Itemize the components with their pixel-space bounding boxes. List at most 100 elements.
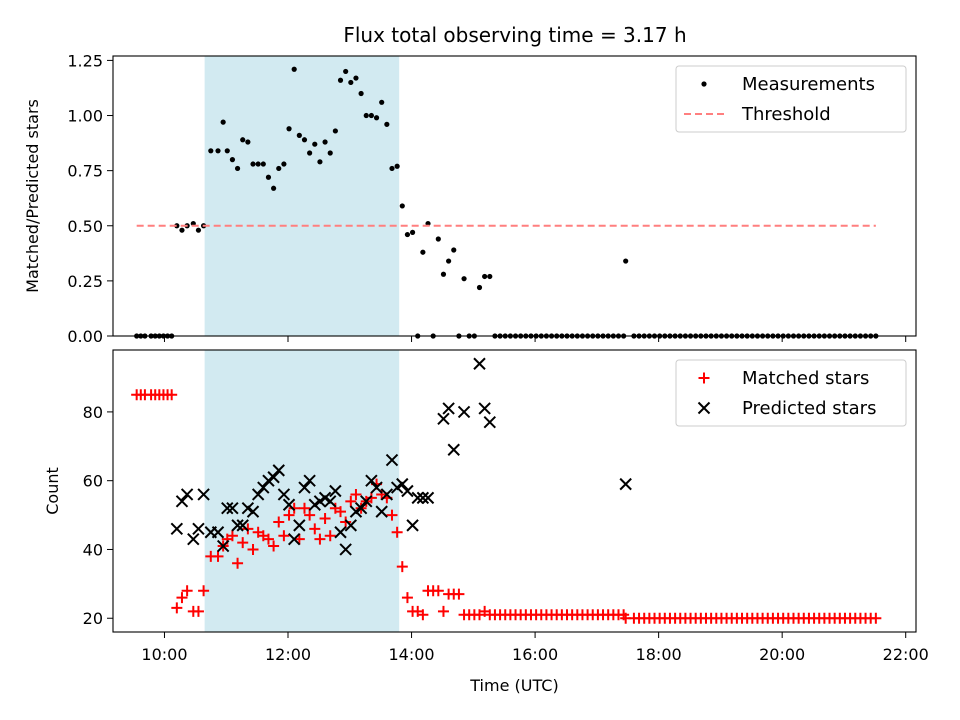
data-point bbox=[304, 509, 316, 521]
data-point bbox=[192, 605, 204, 617]
data-point bbox=[435, 236, 441, 242]
data-point bbox=[473, 357, 486, 370]
data-point bbox=[197, 488, 210, 501]
data-point bbox=[461, 276, 467, 282]
data-point bbox=[363, 112, 369, 119]
data-point bbox=[373, 115, 380, 121]
data-point bbox=[386, 509, 398, 521]
data-point bbox=[296, 132, 302, 138]
top-panel-legend: Measurements Threshold bbox=[675, 65, 907, 133]
data-point bbox=[246, 505, 260, 518]
data-point bbox=[179, 227, 185, 233]
data-point bbox=[224, 148, 230, 154]
data-point bbox=[198, 585, 210, 597]
y-tick-label: 0.25 bbox=[67, 272, 103, 291]
x-tick-label: 10:00 bbox=[141, 645, 187, 664]
data-point bbox=[176, 592, 188, 604]
data-point bbox=[216, 539, 230, 553]
y-tick-label: 0.00 bbox=[67, 327, 103, 346]
data-point bbox=[391, 526, 403, 538]
data-point bbox=[212, 550, 224, 562]
data-point bbox=[370, 481, 383, 494]
y-tick-label: 1.00 bbox=[67, 107, 103, 126]
data-point bbox=[240, 137, 246, 143]
data-point bbox=[487, 273, 493, 280]
data-point bbox=[360, 495, 373, 508]
data-point bbox=[237, 537, 249, 549]
data-point bbox=[401, 592, 413, 604]
data-point bbox=[482, 273, 488, 280]
data-point bbox=[404, 231, 411, 238]
data-point bbox=[432, 585, 444, 597]
data-point bbox=[231, 519, 244, 532]
data-point bbox=[272, 464, 285, 477]
data-point bbox=[358, 90, 364, 97]
bottom-panel: 20 40 60 80 10:00 12:00 14:00 16:00 18:00 20:00 2… bbox=[43, 349, 929, 695]
data-point bbox=[307, 150, 313, 156]
data-point bbox=[303, 474, 316, 487]
data-point bbox=[401, 484, 414, 498]
data-point bbox=[348, 79, 354, 86]
data-point bbox=[380, 488, 394, 501]
data-point bbox=[195, 227, 202, 233]
data-point bbox=[478, 402, 491, 415]
data-point bbox=[286, 126, 292, 132]
bottom-panel-y-axis-label: Count bbox=[43, 467, 62, 515]
data-point bbox=[242, 523, 254, 535]
data-point bbox=[220, 119, 226, 125]
data-point bbox=[483, 416, 496, 429]
data-point bbox=[394, 163, 400, 169]
data-point bbox=[293, 519, 306, 532]
data-point bbox=[226, 501, 239, 515]
y-tick-label: 20 bbox=[83, 609, 103, 628]
y-tick-label: 1.25 bbox=[67, 51, 103, 70]
data-point bbox=[350, 488, 362, 500]
data-point bbox=[276, 165, 282, 172]
data-point bbox=[384, 121, 390, 127]
data-point bbox=[340, 516, 352, 528]
data-point bbox=[354, 501, 368, 515]
y-tick-label: 80 bbox=[83, 403, 103, 422]
data-point bbox=[451, 247, 457, 253]
data-point bbox=[255, 161, 261, 167]
data-point bbox=[273, 516, 285, 528]
data-point bbox=[187, 532, 200, 546]
data-point bbox=[298, 502, 310, 514]
data-point bbox=[283, 509, 295, 521]
data-point bbox=[332, 128, 338, 134]
data-point bbox=[335, 506, 347, 518]
data-point bbox=[288, 502, 300, 514]
data-point bbox=[232, 557, 244, 569]
series-predicted-stars bbox=[170, 357, 632, 556]
data-point bbox=[171, 602, 183, 614]
data-point bbox=[420, 249, 426, 255]
data-point bbox=[271, 185, 277, 191]
data-point bbox=[208, 148, 214, 154]
data-point bbox=[446, 258, 452, 264]
bottom-panel-frame bbox=[112, 349, 917, 633]
bottom-panel-series bbox=[131, 357, 882, 624]
legend-box bbox=[675, 65, 907, 133]
data-point bbox=[409, 229, 416, 235]
data-point bbox=[314, 533, 326, 545]
data-point bbox=[245, 139, 251, 145]
data-point bbox=[870, 612, 882, 624]
data-point bbox=[421, 491, 435, 505]
data-point bbox=[211, 526, 225, 539]
data-point bbox=[268, 540, 280, 552]
data-point bbox=[265, 174, 272, 180]
x-tick-label: 12:00 bbox=[265, 645, 311, 664]
top-chart-title: Flux total observing time = 3.17 h bbox=[343, 23, 686, 47]
data-point bbox=[365, 474, 378, 487]
legend-swatch bbox=[697, 401, 711, 415]
data-point bbox=[353, 75, 359, 81]
data-point bbox=[417, 609, 429, 621]
data-point bbox=[343, 68, 349, 75]
data-point bbox=[319, 513, 331, 525]
shaded-interval-region bbox=[204, 56, 400, 336]
top-panel-x-ticks bbox=[163, 336, 907, 342]
top-panel-y-ticks: 0.00 0.25 0.50 0.75 1.00 1.25 bbox=[67, 51, 113, 346]
data-point bbox=[447, 443, 460, 456]
data-point bbox=[281, 161, 287, 167]
